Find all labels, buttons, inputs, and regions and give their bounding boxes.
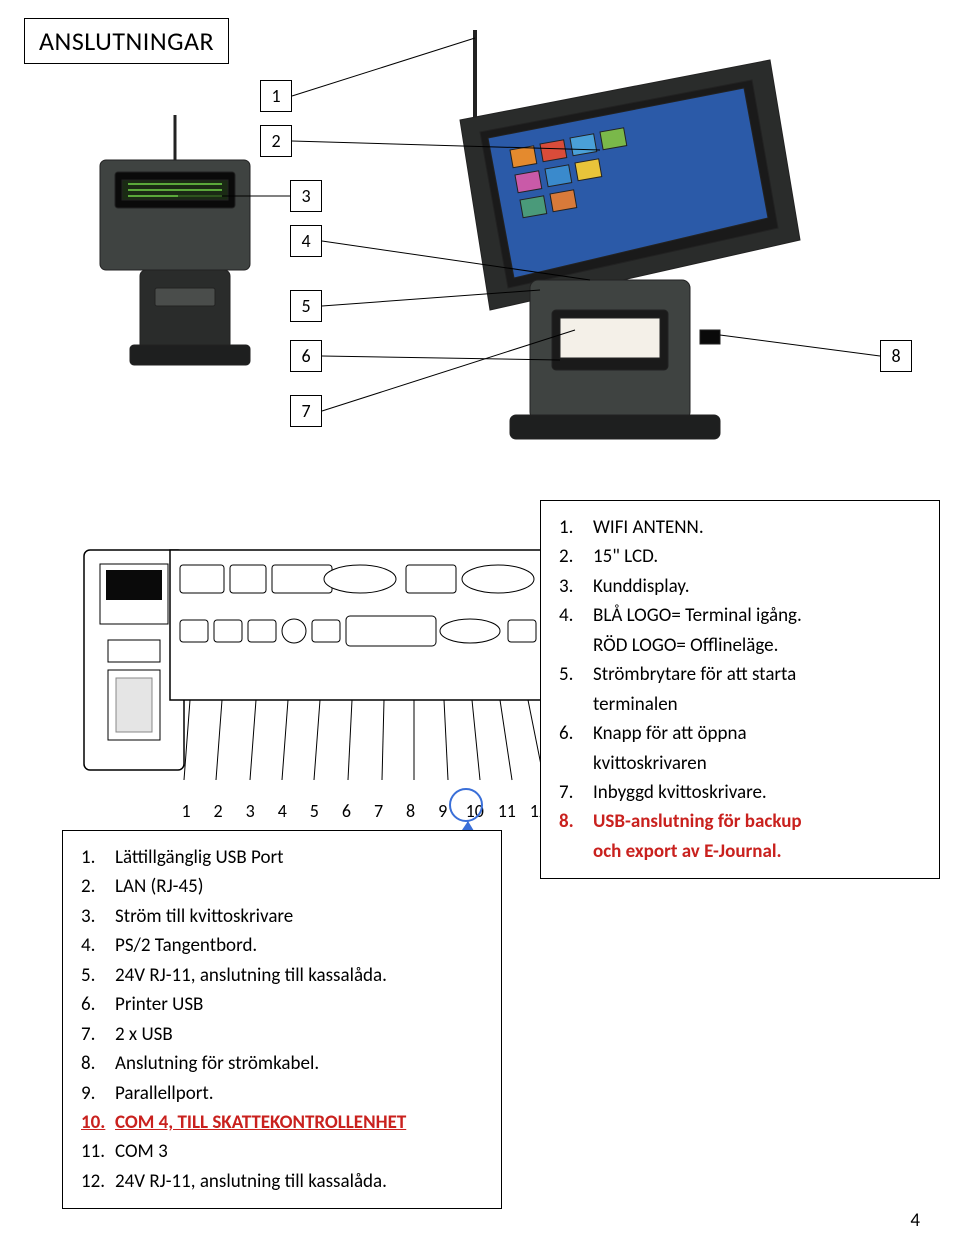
legend-number: 8. (559, 807, 593, 836)
legend-text: COM 3 (115, 1137, 168, 1166)
legend-row: 6.Knapp för att öppna (559, 719, 921, 748)
legend-row: 9.Parallellport. (81, 1079, 483, 1108)
legend-number: 2. (81, 872, 115, 901)
legend-row: 4.BLÅ LOGO= Terminal igång. (559, 601, 921, 630)
legend-text: Lättillgänglig USB Port (115, 843, 283, 872)
legend-row: kvittoskrivaren (559, 749, 921, 778)
legend-number: 3. (559, 572, 593, 601)
legend-text: Inbyggd kvittoskrivare. (593, 778, 767, 807)
legend-number (559, 690, 593, 719)
legend-number (559, 749, 593, 778)
callout-8: 8 (880, 340, 912, 372)
legend-number: 4. (81, 931, 115, 960)
legend-row: och export av E-Journal. (559, 837, 921, 866)
legend-row: 6.Printer USB (81, 990, 483, 1019)
legend-number: 6. (81, 990, 115, 1019)
legend-text: Anslutning för strömkabel. (115, 1049, 319, 1078)
legend-number: 6. (559, 719, 593, 748)
legend-row: 4.PS/2 Tangentbord. (81, 931, 483, 960)
legend-text: terminalen (593, 690, 678, 719)
legend-row: 7.Inbyggd kvittoskrivare. (559, 778, 921, 807)
callout-4: 4 (290, 225, 322, 257)
legend-text: kvittoskrivaren (593, 749, 707, 778)
legend-number: 5. (81, 961, 115, 990)
legend-number: 2. (559, 542, 593, 571)
conn-num: 3 (234, 800, 266, 822)
conn-num: 6 (330, 800, 362, 822)
legend-text: BLÅ LOGO= Terminal igång. (593, 601, 802, 630)
conn-num: 2 (202, 800, 234, 822)
legend-number: 1. (81, 843, 115, 872)
legend-text: Strömbrytare för att starta (593, 660, 796, 689)
legend-text: 24V RJ-11, anslutning till kassalåda. (115, 1167, 387, 1196)
callout-1: 1 (260, 80, 292, 112)
legend-number: 4. (559, 601, 593, 630)
legend-row: 10.COM 4, TILL SKATTEKONTROLLENHET (81, 1108, 483, 1137)
legend-number (559, 837, 593, 866)
callout-2: 2 (260, 125, 292, 157)
legend-row: 11.COM 3 (81, 1137, 483, 1166)
legend-row: 5.24V RJ-11, anslutning till kassalåda. (81, 961, 483, 990)
legend-number: 3. (81, 902, 115, 931)
legend-row: 2.15" LCD. (559, 542, 921, 571)
legend-number: 1. (559, 513, 593, 542)
legend-text: USB-anslutning för backup (593, 807, 802, 836)
legend-number: 7. (81, 1020, 115, 1049)
legend-text: LAN (RJ-45) (115, 872, 204, 901)
legend-text: Parallellport. (115, 1079, 214, 1108)
conn-num: 8 (395, 800, 427, 822)
callout-3: 3 (290, 180, 322, 212)
legend-row: 3.Ström till kvittoskrivare (81, 902, 483, 931)
highlight-circle-com4 (449, 788, 483, 822)
legend-text: 15" LCD. (593, 542, 658, 571)
conn-num: 7 (362, 800, 394, 822)
legend-text: Knapp för att öppna (593, 719, 747, 748)
callout-7: 7 (290, 395, 322, 427)
legend-text: och export av E-Journal. (593, 837, 782, 866)
connector-bottom-illustration (160, 530, 560, 790)
legend-row: 1.Lättillgänglig USB Port (81, 843, 483, 872)
connector-number-row: 1 2 3 4 5 6 7 8 9 10 11 12 (170, 800, 555, 822)
conn-num: 5 (298, 800, 330, 822)
legend-text: COM 4, TILL SKATTEKONTROLLENHET (115, 1108, 406, 1137)
legend-row: 3.Kunddisplay. (559, 572, 921, 601)
legend-row: 8.Anslutning för strömkabel. (81, 1049, 483, 1078)
legend-row: terminalen (559, 690, 921, 719)
conn-num: 11 (491, 800, 523, 822)
legend-number: 7. (559, 778, 593, 807)
legend-number: 5. (559, 660, 593, 689)
legend-text: Ström till kvittoskrivare (115, 902, 293, 931)
legend-text: 2 x USB (115, 1020, 173, 1049)
legend-number: 8. (81, 1049, 115, 1078)
legend-row: 1.WIFI ANTENN. (559, 513, 921, 542)
legend-text: Printer USB (115, 990, 203, 1019)
legend-row: 7.2 x USB (81, 1020, 483, 1049)
legend-number: 10. (81, 1108, 115, 1137)
legend-connectors: 1.Lättillgänglig USB Port2.LAN (RJ-45)3.… (62, 830, 502, 1209)
legend-row: RÖD LOGO= Offlineläge. (559, 631, 921, 660)
legend-number: 12. (81, 1167, 115, 1196)
callout-6: 6 (290, 340, 322, 372)
legend-row: 8.USB-anslutning för backup (559, 807, 921, 836)
legend-text: 24V RJ-11, anslutning till kassalåda. (115, 961, 387, 990)
legend-row: 12.24V RJ-11, anslutning till kassalåda. (81, 1167, 483, 1196)
callout-5: 5 (290, 290, 322, 322)
conn-num: 1 (170, 800, 202, 822)
page-title: ANSLUTNINGAR (24, 18, 229, 64)
legend-text: PS/2 Tangentbord. (115, 931, 257, 960)
legend-row: 5.Strömbrytare för att starta (559, 660, 921, 689)
legend-text: Kunddisplay. (593, 572, 690, 601)
legend-row: 2.LAN (RJ-45) (81, 872, 483, 901)
pos-front-illustration (420, 20, 840, 450)
legend-text: WIFI ANTENN. (593, 513, 704, 542)
legend-number: 11. (81, 1137, 115, 1166)
legend-text: RÖD LOGO= Offlineläge. (593, 631, 778, 660)
page-number: 4 (910, 1209, 920, 1232)
legend-number (559, 631, 593, 660)
conn-num: 4 (266, 800, 298, 822)
legend-number: 9. (81, 1079, 115, 1108)
legend-terminal-parts: 1.WIFI ANTENN.2.15" LCD.3.Kunddisplay.4.… (540, 500, 940, 879)
